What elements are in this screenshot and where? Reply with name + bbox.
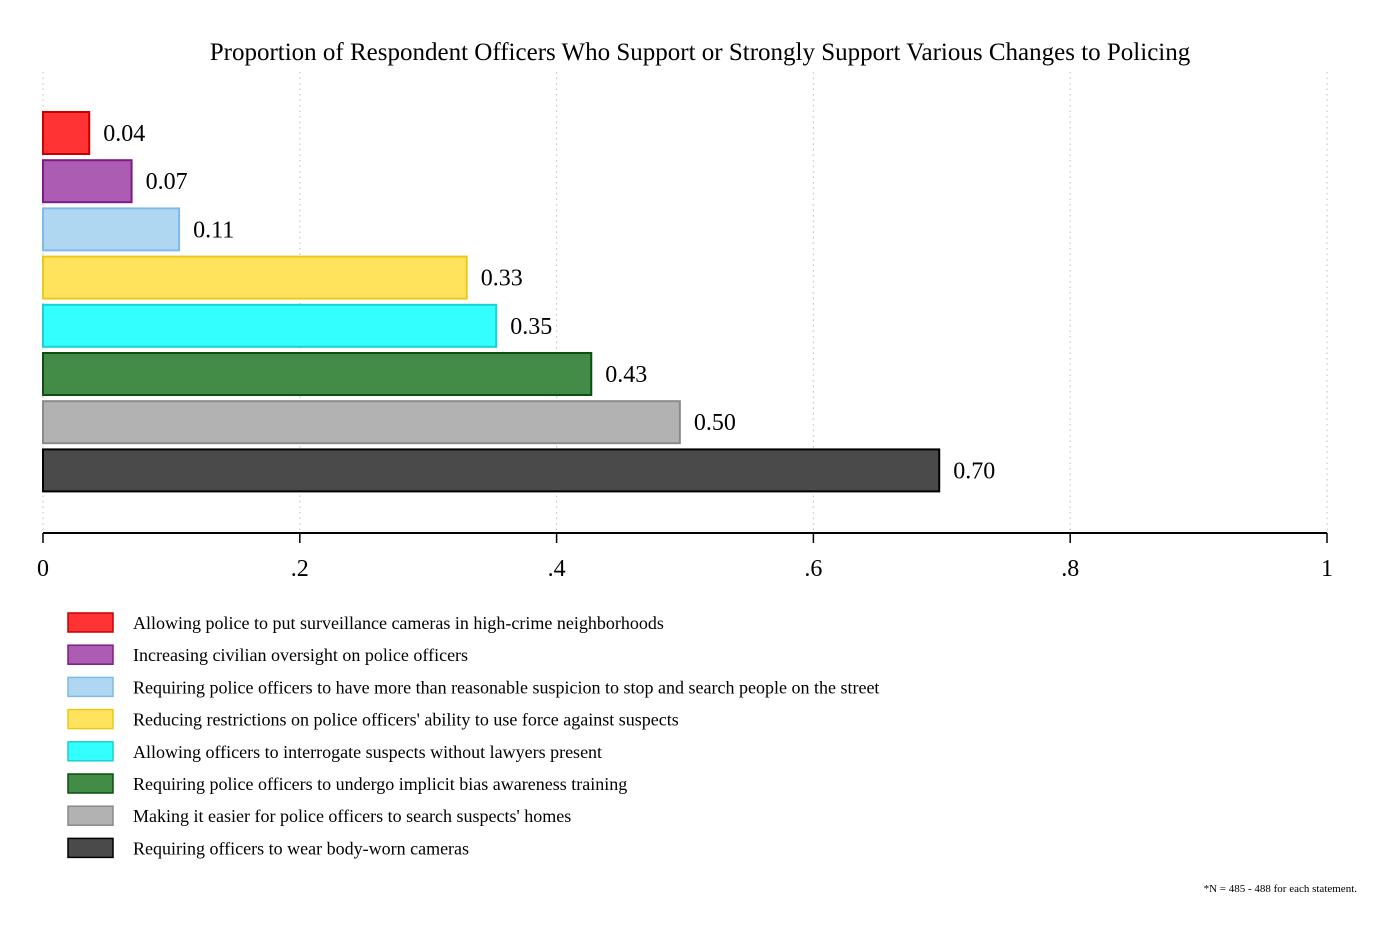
legend-label: Requiring police officers to have more t… xyxy=(133,677,879,697)
x-tick-label: .2 xyxy=(291,556,309,582)
bars xyxy=(42,111,941,493)
legend-swatch xyxy=(67,676,114,698)
legend-label: Allowing police to put surveillance came… xyxy=(133,613,664,633)
legend-swatch xyxy=(67,773,114,794)
bar xyxy=(42,159,133,204)
bar xyxy=(42,207,181,252)
footnote: *N = 485 - 488 for each statement. xyxy=(1204,883,1358,895)
legend-swatch xyxy=(67,837,114,859)
x-tick-label: 0 xyxy=(37,556,49,582)
data-label: 0.04 xyxy=(103,121,145,147)
data-label: 0.50 xyxy=(694,410,736,436)
bar xyxy=(42,303,498,348)
legend-swatch xyxy=(67,805,114,826)
data-label: 0.07 xyxy=(146,169,188,195)
bar xyxy=(42,255,468,300)
legend-label: Making it easier for police officers to … xyxy=(133,806,571,826)
data-label: 0.11 xyxy=(193,217,234,243)
data-label: 0.33 xyxy=(481,266,523,292)
data-label: 0.43 xyxy=(605,362,647,388)
bar xyxy=(42,111,91,155)
x-tick-label: .4 xyxy=(548,556,566,582)
legend-swatch xyxy=(67,708,114,730)
legend-label: Reducing restrictions on police officers… xyxy=(133,710,679,730)
bar xyxy=(42,352,593,396)
legend-label: Increasing civilian oversight on police … xyxy=(133,645,468,665)
chart-title: Proportion of Respondent Officers Who Su… xyxy=(210,39,1191,66)
x-axis: 0 .2 .4 .6 .8 1 xyxy=(37,532,1333,582)
data-labels: 0.040.070.11 0.33 0.35 0.43 0.50 0.70 xyxy=(103,121,995,484)
x-tick-label: 1 xyxy=(1321,556,1333,582)
x-tick-label: .8 xyxy=(1061,556,1079,582)
legend-swatch xyxy=(67,612,114,633)
legend: Allowing police to put surveillance came… xyxy=(67,612,879,859)
data-label: 0.35 xyxy=(510,314,552,340)
data-label: 0.70 xyxy=(953,458,995,484)
bar xyxy=(42,400,681,445)
x-tick-label: .6 xyxy=(804,556,822,582)
legend-label: Requiring officers to wear body-worn cam… xyxy=(133,838,469,858)
legend-swatch xyxy=(67,741,114,762)
legend-label: Allowing officers to interrogate suspect… xyxy=(133,742,602,762)
bar xyxy=(42,448,941,493)
legend-swatch xyxy=(67,644,114,665)
legend-label: Requiring police officers to undergo imp… xyxy=(133,774,627,794)
